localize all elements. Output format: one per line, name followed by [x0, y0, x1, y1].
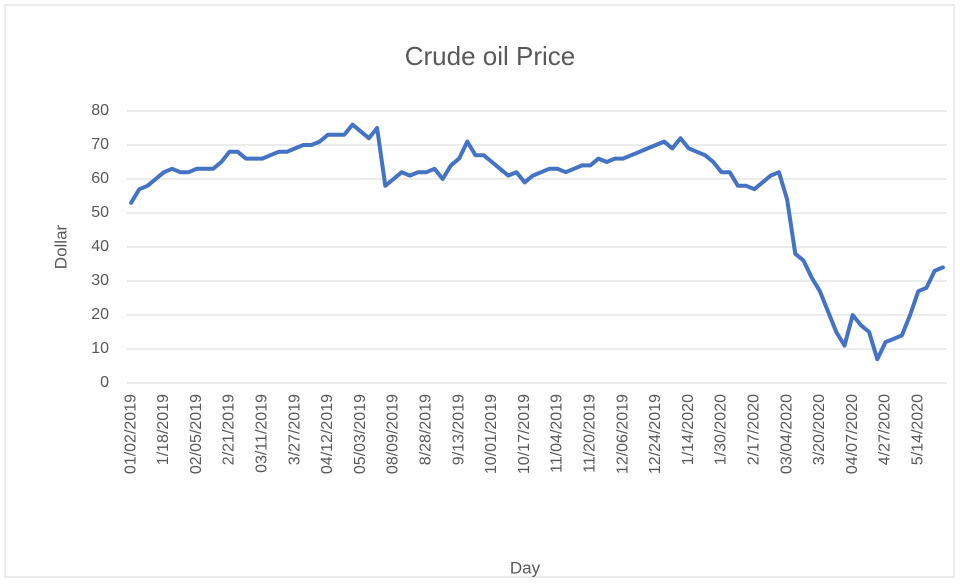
chart-title: Crude oil Price — [405, 41, 576, 71]
x-tick-label: 3/20/2020 — [811, 394, 828, 465]
y-axis-label: Dollar — [51, 224, 70, 269]
x-tick-label: 04/12/2019 — [319, 394, 336, 474]
y-tick-label: 10 — [91, 340, 109, 357]
x-tick-label: 2/17/2020 — [746, 394, 763, 465]
x-tick-label: 11/20/2019 — [582, 394, 599, 473]
x-tick-label: 5/14/2020 — [910, 394, 927, 465]
y-tick-label: 70 — [91, 136, 109, 153]
x-axis-label: Day — [510, 558, 541, 577]
data-line — [129, 122, 945, 362]
y-tick-label: 30 — [91, 272, 109, 289]
x-tick-label: 03/11/2019 — [254, 394, 271, 473]
y-tick-label: 60 — [91, 170, 109, 187]
x-tick-label: 05/03/2019 — [352, 394, 369, 474]
y-tick-label: 50 — [91, 204, 109, 221]
x-tick-label: 12/24/2019 — [647, 394, 664, 474]
x-tick-label: 08/09/2019 — [385, 394, 402, 474]
x-tick-label: 1/14/2020 — [680, 394, 697, 465]
y-tick-label: 0 — [100, 374, 109, 391]
x-tick-label: 9/13/2019 — [450, 394, 467, 465]
x-tick-label: 4/27/2020 — [877, 394, 894, 465]
x-tick-label: 10/01/2019 — [483, 394, 500, 474]
x-tick-label: 01/02/2019 — [122, 394, 139, 474]
y-tick-label: 20 — [91, 306, 109, 323]
x-tick-label: 12/06/2019 — [614, 394, 631, 474]
y-tick-label: 40 — [91, 238, 109, 255]
y-tick-label: 80 — [91, 102, 109, 119]
x-tick-label: 1/30/2020 — [713, 394, 730, 465]
x-tick-label: 11/04/2019 — [549, 394, 566, 473]
x-tick-label: 3/27/2019 — [286, 394, 303, 465]
x-tick-label: 10/17/2019 — [516, 394, 533, 474]
x-tick-label: 8/28/2019 — [418, 394, 435, 465]
x-tick-label: 04/07/2020 — [844, 394, 861, 474]
x-tick-label: 1/18/2019 — [155, 394, 172, 465]
chart-border — [4, 4, 955, 578]
x-tick-label: 02/05/2019 — [188, 394, 205, 474]
x-tick-label: 03/04/2020 — [778, 394, 795, 474]
x-tick-label: 2/21/2019 — [221, 394, 238, 465]
